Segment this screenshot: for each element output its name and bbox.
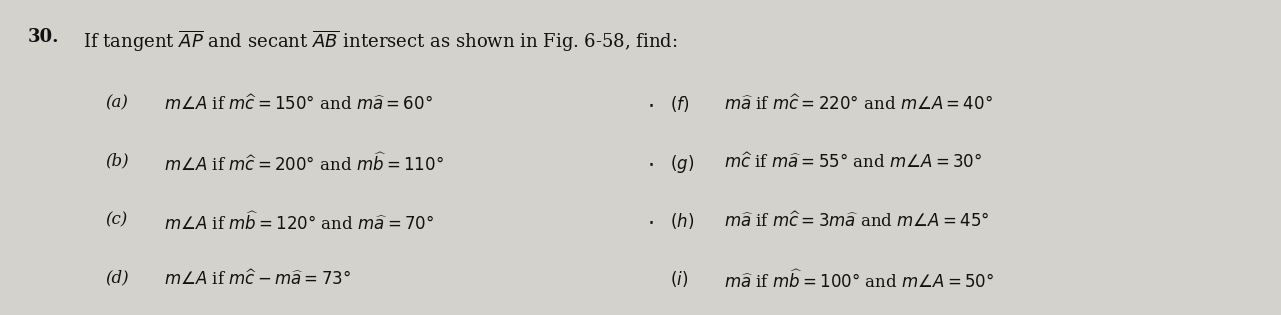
Text: $(i)$: $(i)$ [670,269,688,289]
Text: $m\angle A$ if $m\widehat{c} - m\widehat{a} = 73°$: $m\angle A$ if $m\widehat{c} - m\widehat… [164,269,351,289]
Text: $m\widehat{a}$ if $m\widehat{b} = 100°$ and $m\angle A = 50°$: $m\widehat{a}$ if $m\widehat{b} = 100°$ … [724,269,994,292]
Text: $(h)$: $(h)$ [670,211,694,231]
Text: $\cdot$: $\cdot$ [647,94,653,117]
Text: (b): (b) [105,153,128,170]
Text: $m\widehat{a}$ if $m\widehat{c} = 3m\widehat{a}$ and $m\angle A = 45°$: $m\widehat{a}$ if $m\widehat{c} = 3m\wid… [724,211,989,231]
Text: $m\angle A$ if $m\widehat{b} = 120°$ and $m\widehat{a} = 70°$: $m\angle A$ if $m\widehat{b} = 120°$ and… [164,211,434,234]
Text: $m\angle A$ if $m\widehat{c} = 150°$ and $m\widehat{a} = 60°$: $m\angle A$ if $m\widehat{c} = 150°$ and… [164,94,433,114]
Text: 30.: 30. [28,28,60,46]
Text: $\cdot$: $\cdot$ [647,211,653,233]
Text: If tangent $\overline{AP}$ and secant $\overline{AB}$ intersect as shown in Fig.: If tangent $\overline{AP}$ and secant $\… [83,28,678,54]
Text: (d): (d) [105,269,128,286]
Text: $(f)$: $(f)$ [670,94,689,114]
Text: (c): (c) [105,211,127,228]
Text: $m\angle A$ if $m\widehat{c} = 200°$ and $m\widehat{b} = 110°$: $m\angle A$ if $m\widehat{c} = 200°$ and… [164,153,443,175]
Text: $m\widehat{c}$ if $m\widehat{a} = 55°$ and $m\angle A = 30°$: $m\widehat{c}$ if $m\widehat{a} = 55°$ a… [724,153,983,172]
Text: $(g)$: $(g)$ [670,153,694,175]
Text: $m\widehat{a}$ if $m\widehat{c} = 220°$ and $m\angle A = 40°$: $m\widehat{a}$ if $m\widehat{c} = 220°$ … [724,94,993,114]
Text: (a): (a) [105,94,128,112]
Text: $\cdot$: $\cdot$ [647,153,653,175]
